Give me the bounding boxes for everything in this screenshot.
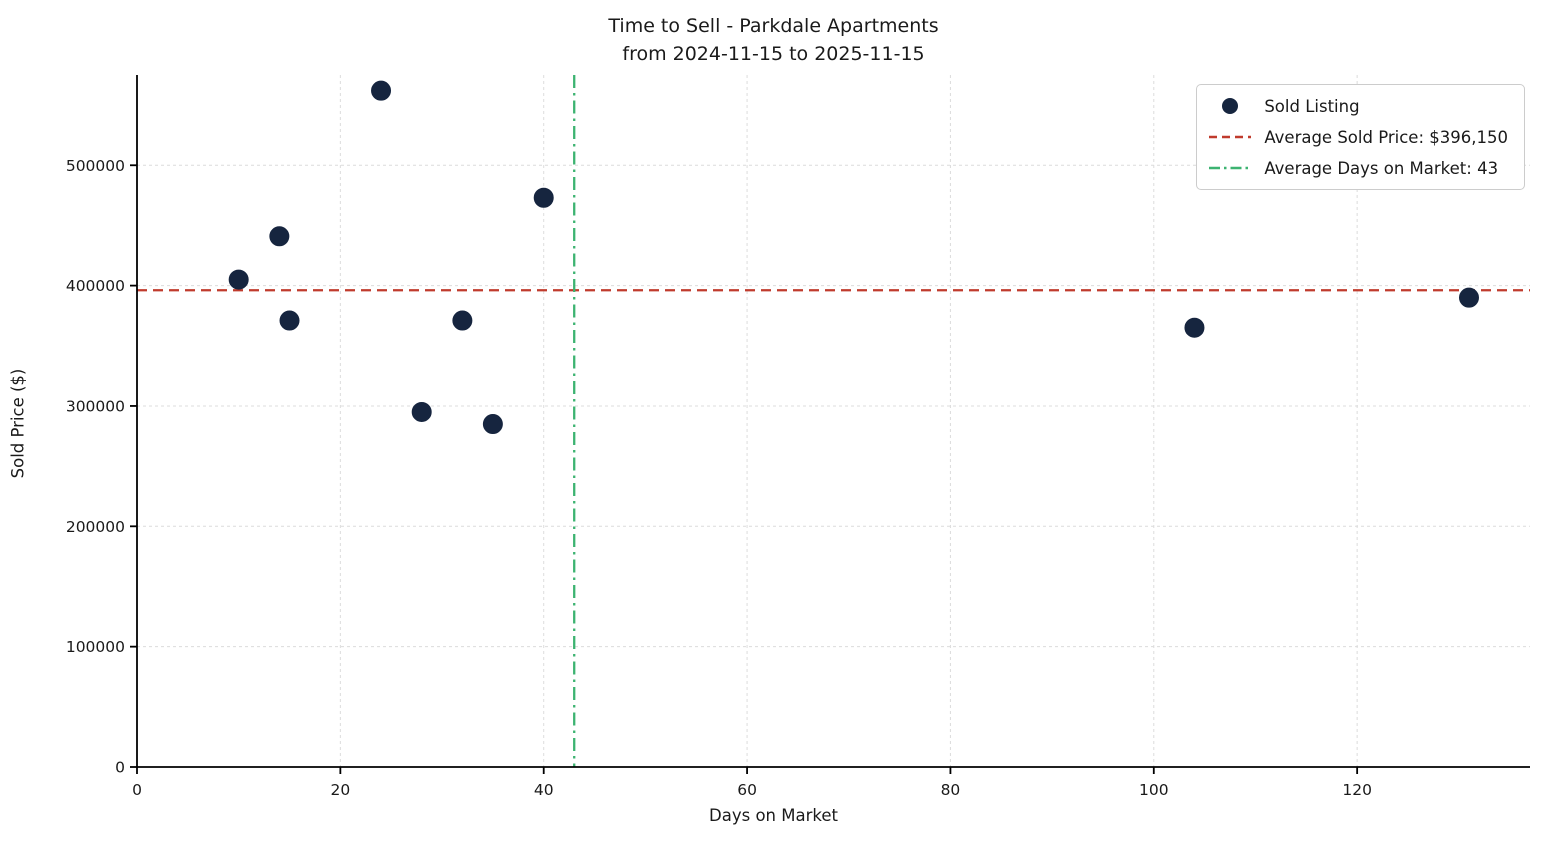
chart-title-block: Time to Sell - Parkdale Apartments from … xyxy=(0,12,1547,68)
chart-subtitle: from 2024-11-15 to 2025-11-15 xyxy=(622,43,925,66)
y-tick-label: 200000 xyxy=(66,518,125,536)
scatter-point xyxy=(279,310,300,331)
scatter-point xyxy=(228,269,249,290)
legend-label: Average Days on Market: 43 xyxy=(1264,158,1499,178)
scatter-point xyxy=(1458,287,1479,308)
x-tick-label: 100 xyxy=(1139,781,1169,799)
scatter-point xyxy=(371,80,392,101)
legend-label: Sold Listing xyxy=(1264,96,1360,116)
x-tick-label: 80 xyxy=(941,781,961,799)
legend-item: Sold Listing xyxy=(1209,94,1508,118)
x-tick-label: 40 xyxy=(534,781,554,799)
legend-item: Average Days on Market: 43 xyxy=(1209,156,1508,180)
scatter-point xyxy=(1184,317,1205,338)
x-tick-label: 120 xyxy=(1342,781,1372,799)
y-tick-label: 100000 xyxy=(66,638,125,656)
scatter-point xyxy=(533,187,554,208)
y-axis-label: Sold Price ($) xyxy=(8,368,28,479)
legend-marker-dashed-line xyxy=(1209,134,1252,140)
y-tick-label: 500000 xyxy=(66,157,125,175)
x-tick-label: 20 xyxy=(330,781,350,799)
y-tick-label: 0 xyxy=(115,759,125,777)
legend-item: Average Sold Price: $396,150 xyxy=(1209,125,1508,149)
y-tick-label: 400000 xyxy=(66,277,125,295)
x-tick-label: 60 xyxy=(737,781,757,799)
x-axis-label: Days on Market xyxy=(709,806,838,825)
legend: Sold Listing Average Sold Price: $396,150… xyxy=(1196,84,1525,190)
legend-label: Average Sold Price: $396,150 xyxy=(1264,127,1508,147)
legend-marker-dot xyxy=(1209,98,1251,114)
y-tick-label: 300000 xyxy=(66,397,125,415)
legend-marker-dashdot-line xyxy=(1209,165,1252,171)
scatter-point xyxy=(411,401,432,422)
scatter-point xyxy=(452,310,473,331)
scatter-point xyxy=(482,414,503,435)
x-tick-label: 0 xyxy=(132,781,142,799)
scatter-point xyxy=(269,226,290,247)
chart-title: Time to Sell - Parkdale Apartments xyxy=(608,15,939,37)
